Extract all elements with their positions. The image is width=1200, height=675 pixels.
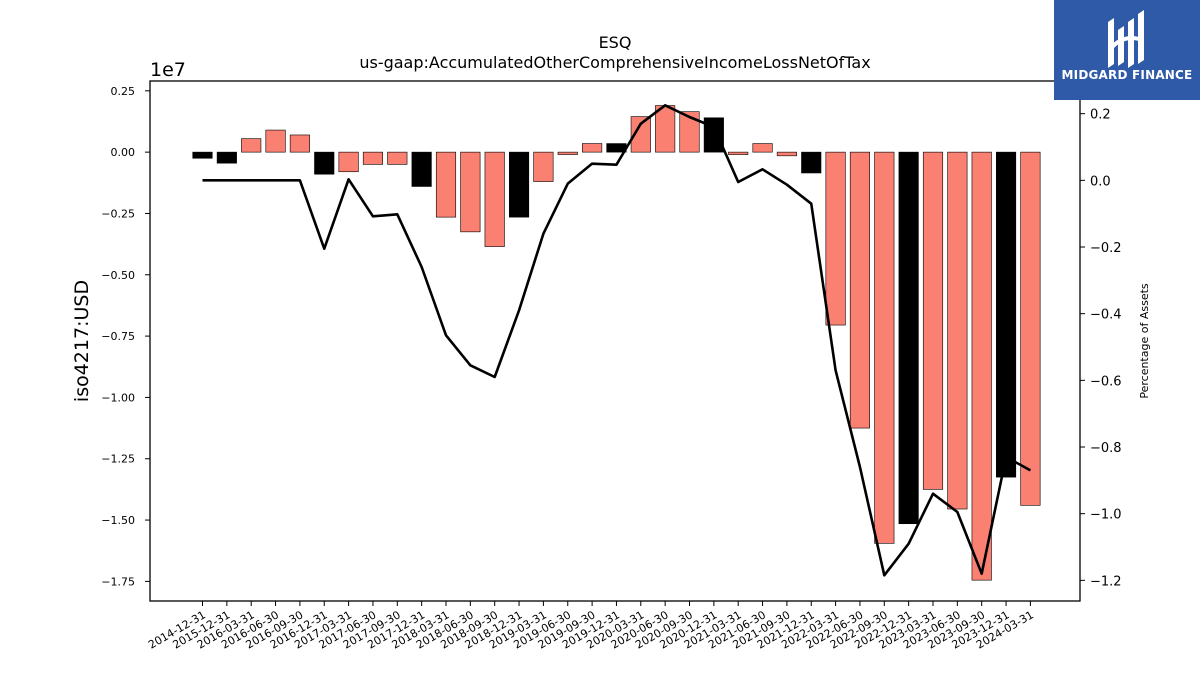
bar-2015-12-31	[216, 151, 237, 164]
y2-axis-label: Percentage of Assets	[1138, 283, 1151, 399]
bar-2017-12-31	[411, 151, 432, 187]
y2-tick-label: 0.2	[1090, 108, 1111, 123]
bar-2022-06-30	[849, 151, 871, 429]
bar-2021-09-30	[776, 151, 797, 157]
bar-2022-09-30	[874, 151, 895, 544]
y-axis-label: iso4217:USD	[71, 280, 93, 402]
bar-2019-09-30	[582, 143, 603, 153]
brand-name: MIDGARD FINANCE	[1061, 68, 1193, 82]
brand-logo-icon	[1108, 10, 1144, 68]
bar-2020-09-30	[679, 111, 700, 153]
bar-2021-12-31	[801, 151, 822, 174]
bar-2021-06-30	[752, 143, 773, 153]
brand-logo: MIDGARD FINANCE	[1054, 0, 1200, 100]
y2-tick-label: −1.0	[1090, 508, 1122, 523]
y-tick-label: 0.25	[111, 85, 136, 98]
y-tick-label: −1.50	[101, 514, 135, 527]
bar-2018-12-31	[508, 151, 530, 218]
bar-2019-03-31	[533, 151, 554, 182]
bar-2019-06-30	[557, 151, 578, 155]
bar-2018-09-30	[484, 151, 505, 247]
bar-2018-03-31	[435, 151, 457, 218]
y-tick-label: −1.00	[101, 391, 135, 404]
bar-2020-03-31	[630, 116, 651, 153]
y-axis-exponent: 1e7	[150, 59, 186, 81]
bar-2023-06-30	[947, 151, 968, 510]
y2-tick-label: −0.4	[1090, 308, 1122, 323]
y-tick-label: −1.25	[101, 453, 135, 466]
bar-2016-09-30	[289, 134, 310, 153]
bar-2014-12-31	[192, 151, 213, 159]
y2-tick-label: 0.0	[1090, 174, 1111, 189]
y2-tick-label: −0.2	[1090, 241, 1122, 256]
bar-2021-03-31	[728, 151, 749, 155]
bar-2023-12-31	[995, 151, 1017, 478]
bar-2016-12-31	[314, 151, 335, 175]
bar-2022-12-31	[898, 151, 919, 525]
y-tick-label: −0.50	[101, 269, 135, 282]
chart-title: ESQ	[599, 33, 632, 52]
bar-2018-06-30	[460, 151, 481, 233]
y2-tick-label: −0.8	[1090, 441, 1122, 456]
bar-2022-03-31	[825, 151, 846, 326]
y-tick-label: −1.75	[101, 575, 135, 588]
bar-2017-09-30	[387, 151, 408, 165]
bar-2016-03-31	[241, 138, 262, 153]
bar-2017-03-31	[338, 151, 359, 173]
plot-frame	[149, 80, 1081, 602]
y2-tick-label: −0.6	[1090, 374, 1122, 389]
y-tick-label: 0.00	[111, 146, 136, 159]
bar-2023-09-30	[971, 151, 992, 581]
bar-2017-06-30	[362, 151, 384, 165]
bar-2024-03-31	[1020, 151, 1041, 506]
percentage-of-assets-line	[202, 104, 1032, 577]
y-tick-label: −0.75	[101, 330, 135, 343]
chart-subtitle: us-gaap:AccumulatedOtherComprehensiveInc…	[359, 53, 870, 72]
bar-2023-03-31	[922, 151, 944, 490]
y2-tick-label: −1.2	[1090, 574, 1122, 589]
bar-2020-06-30	[655, 105, 676, 153]
y-tick-label: −0.25	[101, 207, 135, 220]
bar-2016-06-30	[265, 129, 286, 153]
